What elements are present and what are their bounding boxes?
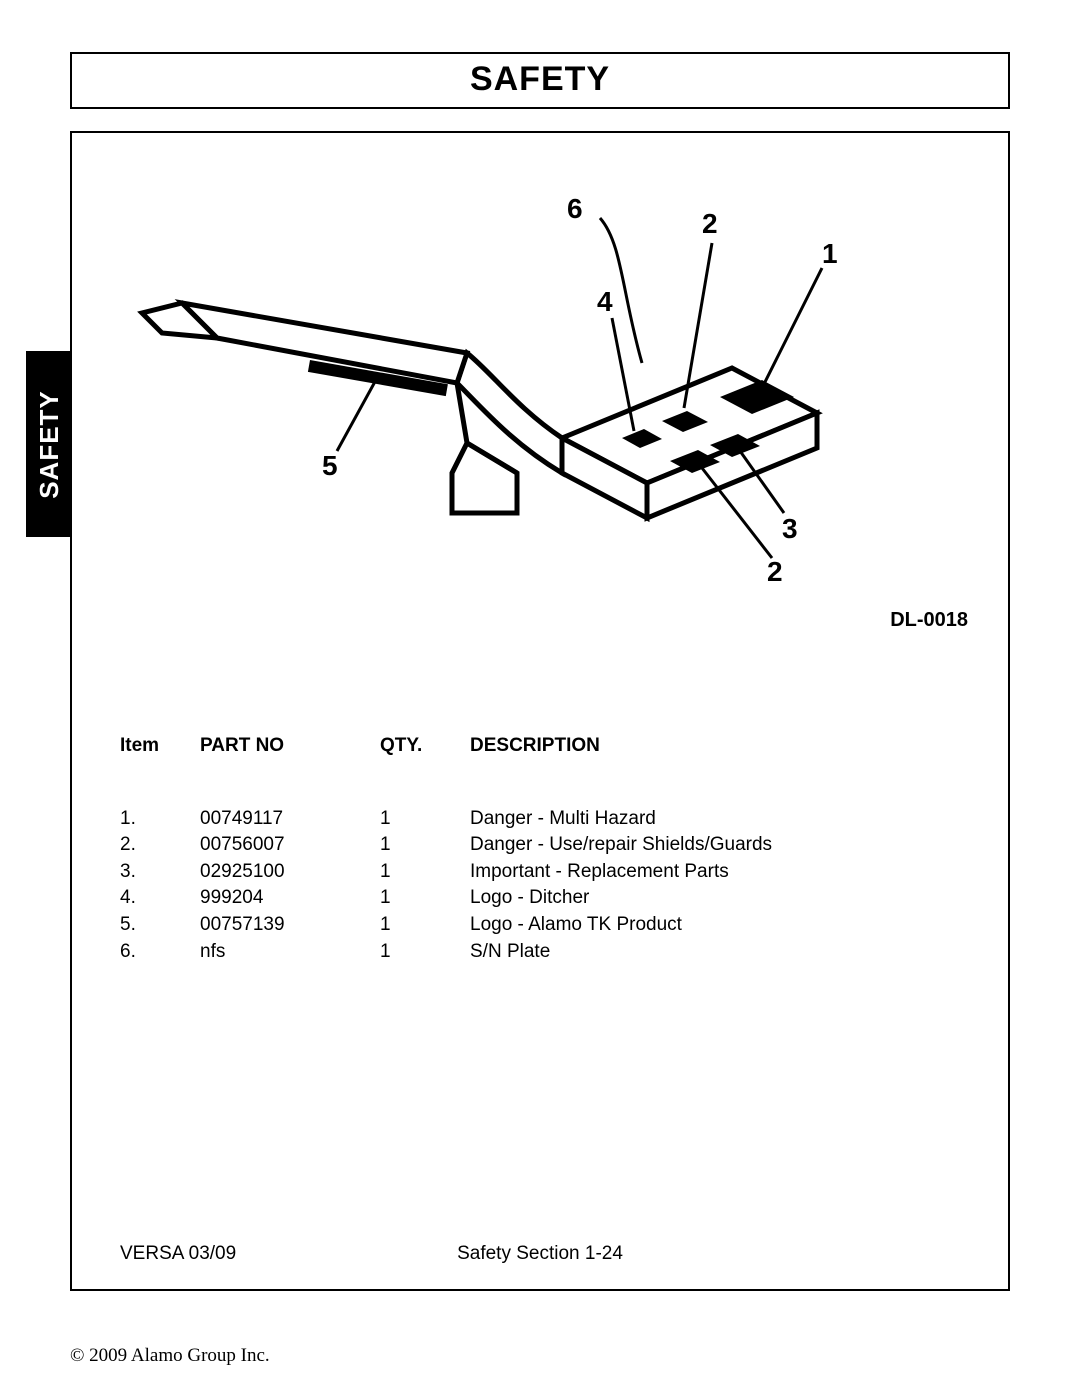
- cell-item: 4.: [120, 885, 200, 912]
- diagram: 6 2 1 4 5 3 2: [122, 183, 862, 603]
- cell-qty: 1: [380, 939, 470, 966]
- side-tab-label: SAFETY: [34, 390, 65, 499]
- table-row: 6. nfs 1 S/N Plate: [120, 939, 960, 966]
- cell-item: 6.: [120, 939, 200, 966]
- cell-desc: Important - Replacement Parts: [470, 859, 960, 886]
- table-row: 1. 00749117 1 Danger - Multi Hazard: [120, 806, 960, 833]
- cell-item: 5.: [120, 912, 200, 939]
- page-title-text: SAFETY: [470, 60, 610, 98]
- cell-item: 2.: [120, 832, 200, 859]
- cell-desc: S/N Plate: [470, 939, 960, 966]
- parts-table: Item PART NO QTY. DESCRIPTION 1. 0074911…: [120, 733, 960, 965]
- cell-desc: Logo - Alamo TK Product: [470, 912, 960, 939]
- table-row: 2. 00756007 1 Danger - Use/repair Shield…: [120, 832, 960, 859]
- diagram-code: DL-0018: [890, 609, 968, 632]
- cell-desc: Danger - Multi Hazard: [470, 806, 960, 833]
- cell-part: 02925100: [200, 859, 380, 886]
- hdr-item: Item: [120, 733, 200, 760]
- table-row: 4. 999204 1 Logo - Ditcher: [120, 885, 960, 912]
- table-row: 3. 02925100 1 Important - Replacement Pa…: [120, 859, 960, 886]
- callout-3: 3: [782, 513, 798, 544]
- cell-qty: 1: [380, 912, 470, 939]
- cell-item: 3.: [120, 859, 200, 886]
- page: SAFETY SAFETY: [0, 0, 1080, 1397]
- table-row: 5. 00757139 1 Logo - Alamo TK Product: [120, 912, 960, 939]
- cell-part: 00757139: [200, 912, 380, 939]
- callout-6: 6: [567, 193, 583, 224]
- cell-qty: 1: [380, 832, 470, 859]
- callout-4: 4: [597, 286, 613, 317]
- cell-part: nfs: [200, 939, 380, 966]
- hdr-qty: QTY.: [380, 733, 470, 760]
- cell-part: 00756007: [200, 832, 380, 859]
- cell-part: 999204: [200, 885, 380, 912]
- callout-5: 5: [322, 450, 338, 481]
- callout-2a: 2: [702, 208, 718, 239]
- page-title: SAFETY: [70, 52, 1010, 109]
- table-header: Item PART NO QTY. DESCRIPTION: [120, 733, 960, 760]
- footer-center: Safety Section 1-24: [72, 1243, 1008, 1265]
- callout-2b: 2: [767, 556, 783, 587]
- callout-1: 1: [822, 238, 838, 269]
- cell-desc: Logo - Ditcher: [470, 885, 960, 912]
- content-frame: SAFETY: [70, 131, 1010, 1291]
- cell-qty: 1: [380, 885, 470, 912]
- cell-part: 00749117: [200, 806, 380, 833]
- diagram-svg: 6 2 1 4 5 3 2: [122, 183, 862, 603]
- hdr-part: PART NO: [200, 733, 380, 760]
- cell-qty: 1: [380, 859, 470, 886]
- copyright: © 2009 Alamo Group Inc.: [70, 1345, 270, 1367]
- cell-item: 1.: [120, 806, 200, 833]
- hdr-desc: DESCRIPTION: [470, 733, 960, 760]
- cell-qty: 1: [380, 806, 470, 833]
- side-tab: SAFETY: [26, 351, 72, 537]
- cell-desc: Danger - Use/repair Shields/Guards: [470, 832, 960, 859]
